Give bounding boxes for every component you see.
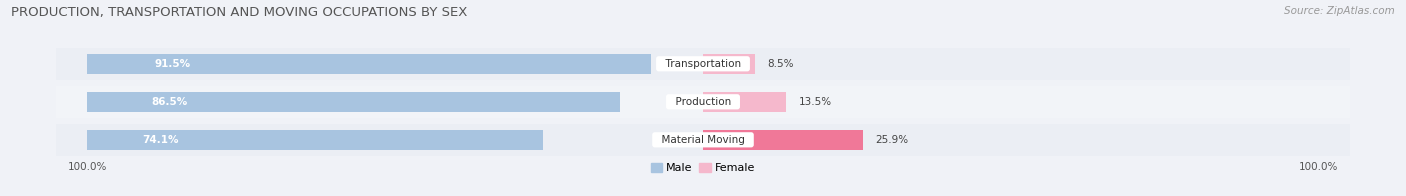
Text: 13.5%: 13.5% (799, 97, 831, 107)
Text: 86.5%: 86.5% (150, 97, 187, 107)
Text: 8.5%: 8.5% (768, 59, 794, 69)
Text: 91.5%: 91.5% (155, 59, 191, 69)
Text: 25.9%: 25.9% (875, 135, 908, 145)
Bar (87, 54, 651, 74)
Bar (56, 48, 1350, 80)
Text: Material Moving: Material Moving (655, 135, 751, 145)
Text: Transportation: Transportation (658, 59, 748, 69)
Bar (56, 86, 1350, 118)
Bar (703, 92, 786, 112)
Bar (87, 92, 620, 112)
Text: Source: ZipAtlas.com: Source: ZipAtlas.com (1284, 6, 1395, 16)
Text: PRODUCTION, TRANSPORTATION AND MOVING OCCUPATIONS BY SEX: PRODUCTION, TRANSPORTATION AND MOVING OC… (11, 6, 468, 19)
Bar (703, 54, 755, 74)
Text: 74.1%: 74.1% (142, 135, 179, 145)
Legend: Male, Female: Male, Female (647, 158, 759, 178)
Bar (703, 130, 862, 150)
Text: Production: Production (669, 97, 737, 107)
Bar (87, 130, 544, 150)
Bar (56, 124, 1350, 156)
